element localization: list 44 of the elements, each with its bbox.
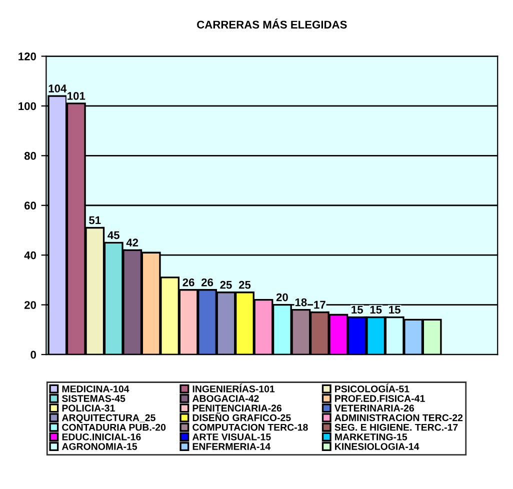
data-label: 26: [201, 278, 214, 286]
legend-label: PROF.ED.FISICA-41: [335, 395, 425, 402]
y-tick-label: 20: [24, 301, 36, 309]
data-label: 104: [48, 84, 67, 92]
data-label: 20: [276, 293, 288, 302]
data-label: 15: [389, 306, 400, 314]
legend-label: EDUC.INICIAL-16: [62, 433, 141, 440]
legend-label: MARKETING-15: [335, 433, 408, 440]
legend-label: KINESIOLOGIA-14: [335, 443, 420, 450]
chart-title: CARRERAS MÁS ELEGIDAS: [197, 18, 347, 29]
data-label: 18: [295, 298, 307, 306]
y-tick-label: 0: [30, 350, 36, 359]
data-label: 15: [352, 306, 363, 314]
data-label: 101: [68, 92, 86, 100]
legend-label: VETERINARIA-26: [334, 404, 414, 412]
legend-label: COMPUTACION TERC-18: [192, 424, 308, 431]
legend-label: ARTE VISUAL-15: [192, 433, 271, 440]
legend-label: SEG. E HIGIENE. TERC.-17: [334, 424, 458, 431]
legend-label: INGENIERÍAS-101: [192, 384, 275, 392]
legend-label: CONTADURIA PUB.-20: [62, 424, 166, 431]
legend-label: PSICOLOGÍA-51: [335, 384, 410, 392]
legend-label: ABOGACIA-42: [192, 395, 259, 402]
legend-label: POLICIA-31: [62, 404, 115, 412]
y-tick-label: 60: [24, 202, 36, 210]
y-tick-label: 100: [18, 102, 36, 110]
y-tick-label: 120: [18, 52, 36, 60]
legend-label: PENITENCIARIA-26: [192, 404, 282, 412]
legend-label: MEDICINA-104: [62, 385, 130, 392]
data-label: 15: [370, 306, 382, 314]
legend-label: AGRONOMIA-15: [62, 443, 138, 450]
data-label: 25: [238, 280, 251, 289]
data-label: 42: [126, 238, 138, 246]
y-tick-label: 80: [24, 152, 36, 160]
legend-label: DISEÑO GRAFICO-25: [192, 412, 291, 422]
legend-label: SISTEMAS-45: [62, 395, 126, 402]
legend-label: ARQUITECTURA_25: [62, 414, 156, 423]
y-tick-label: 40: [24, 251, 36, 260]
data-label: 26: [182, 278, 194, 286]
data-label: 25: [220, 280, 232, 289]
data-label: 51: [89, 216, 101, 224]
data-label: 17: [314, 300, 326, 309]
data-label: 45: [108, 231, 120, 240]
legend-label: ADMINISTRACION TERC-22: [334, 414, 463, 422]
legend-label: ENFERMERIA-14: [192, 443, 270, 450]
